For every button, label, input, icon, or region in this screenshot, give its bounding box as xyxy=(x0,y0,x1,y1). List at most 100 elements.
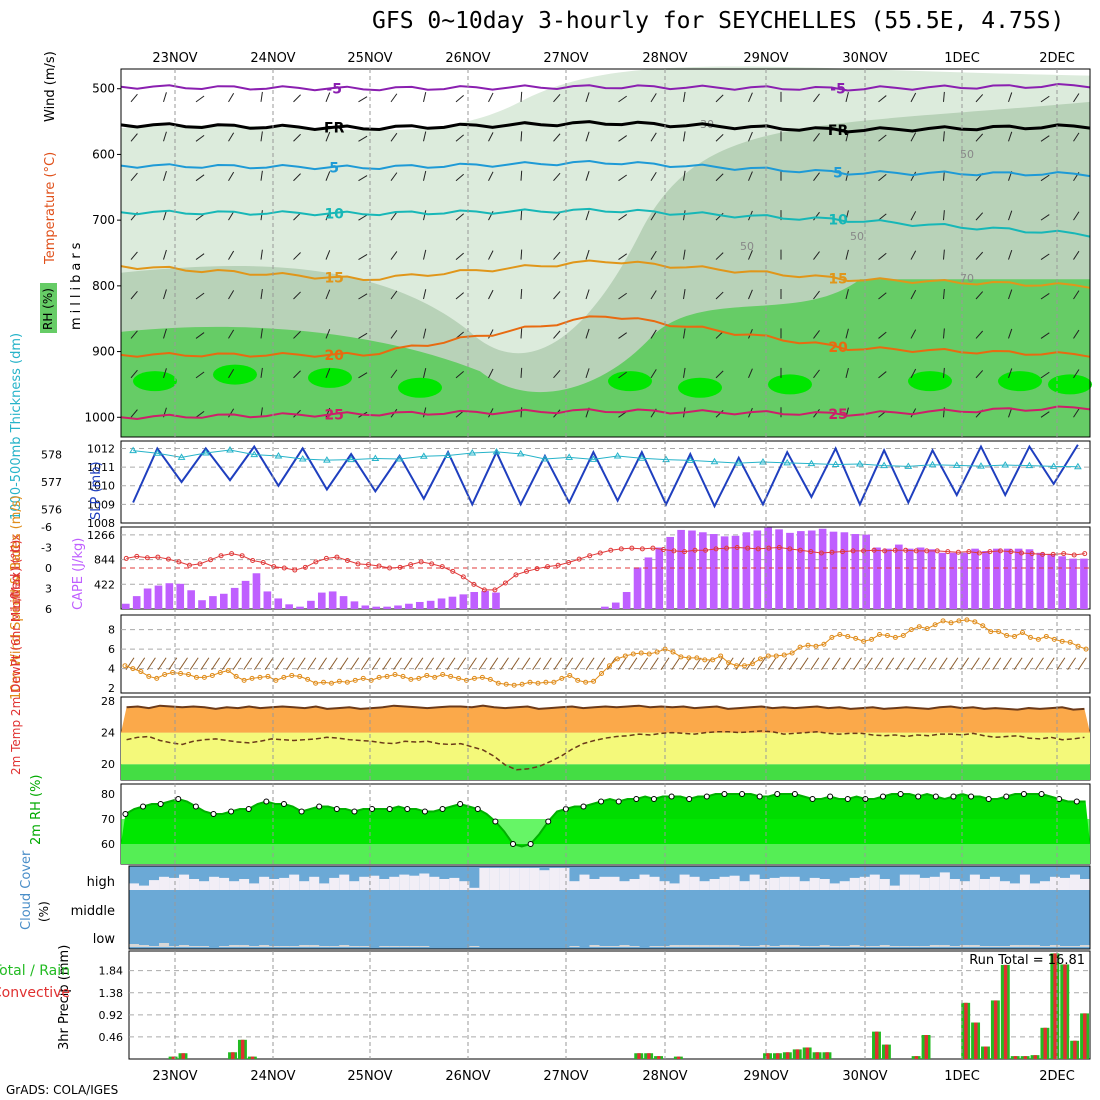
wind10-marker xyxy=(622,653,628,659)
cloud-high-cell xyxy=(809,877,820,890)
isotherm-line xyxy=(120,207,1091,238)
cloud-high-cell xyxy=(799,881,810,890)
cloud-high-cell xyxy=(339,874,350,890)
slp-tick-label: 1008 xyxy=(87,517,115,530)
cloud-low-cell xyxy=(849,945,860,947)
li-marker xyxy=(808,549,814,555)
li-marker xyxy=(818,550,824,556)
li-marker xyxy=(671,548,677,554)
wind10-barb xyxy=(842,657,852,671)
wind-barb xyxy=(520,210,523,221)
cape-bar xyxy=(677,529,685,609)
li-marker xyxy=(460,574,466,580)
wind10-barb xyxy=(810,657,820,671)
rh-core-blob xyxy=(908,371,952,392)
precip-tick-label: 0.46 xyxy=(99,1031,124,1044)
isotherm-line xyxy=(120,82,1091,92)
cape-bar xyxy=(742,532,751,609)
isotherm-label: 15 xyxy=(324,271,343,287)
wind-barb xyxy=(195,213,205,221)
thickness-marker xyxy=(710,457,719,465)
wind-barb xyxy=(293,291,301,300)
li-marker xyxy=(534,566,540,572)
wind10-marker xyxy=(186,671,192,677)
wind10-marker xyxy=(289,672,295,678)
wind-barb xyxy=(488,329,494,339)
wind-barb xyxy=(1073,211,1080,221)
cloud-high-cell xyxy=(189,879,200,890)
wind-barb xyxy=(520,91,523,102)
wind-barb xyxy=(488,171,494,181)
wind10-marker xyxy=(900,632,906,638)
cloud-low-cell xyxy=(219,946,230,947)
wind-barb xyxy=(683,131,686,142)
wind-barb xyxy=(553,291,561,300)
rh2-axis-label: 2m RH (%) xyxy=(29,774,44,845)
wind-barb xyxy=(488,250,494,260)
cloud-high-cell xyxy=(359,876,370,890)
precip-bar-convective xyxy=(181,1053,185,1059)
wind10-marker xyxy=(297,673,303,679)
wind-barb xyxy=(943,328,945,339)
li-marker xyxy=(197,561,203,567)
wind10-marker xyxy=(368,677,374,683)
wind-barb xyxy=(390,369,398,379)
wind-barb xyxy=(683,170,686,181)
rh-legend-swatch xyxy=(40,283,57,333)
cape-bar xyxy=(720,536,729,609)
cloud-low-cell xyxy=(389,946,400,947)
wind-barb xyxy=(715,173,724,182)
cloud-high-cell xyxy=(379,879,390,890)
wind-barb xyxy=(358,372,368,379)
wind-barb xyxy=(423,368,427,378)
wind10-barb xyxy=(393,657,402,671)
wind-barb xyxy=(130,409,138,418)
wind10-marker xyxy=(718,653,724,659)
cloud-high-cell xyxy=(609,876,620,890)
thickness-marker xyxy=(468,449,477,456)
wind10-marker xyxy=(1043,633,1049,639)
rh-legend-label: RH (%) xyxy=(41,288,55,330)
rh2-marker xyxy=(175,796,182,802)
cloud-low-cell xyxy=(309,945,320,947)
wind10-barb xyxy=(467,657,477,671)
wind10-marker xyxy=(209,672,215,678)
rh2-marker xyxy=(474,806,481,812)
cloud-high-cell xyxy=(1079,879,1090,890)
wind-barb xyxy=(358,214,368,221)
wind10-marker xyxy=(424,672,430,678)
wind10-marker xyxy=(313,680,319,686)
cloud-high-cell xyxy=(479,868,490,890)
li-marker xyxy=(481,587,487,593)
li-marker xyxy=(787,546,793,552)
cloud-level-high: high xyxy=(87,875,115,890)
wind-barb xyxy=(228,132,235,142)
cloud-high-cell xyxy=(1049,876,1060,890)
cape-bar xyxy=(601,606,609,609)
li-marker xyxy=(1040,551,1046,557)
wind-barb xyxy=(813,132,820,142)
isotherm-line xyxy=(120,120,1091,134)
thickness-marker xyxy=(1074,462,1082,470)
cloud-low-cell xyxy=(969,945,980,947)
precip-bar-convective xyxy=(924,1035,929,1059)
wind-barb xyxy=(228,211,235,221)
precip-bar-convective xyxy=(1003,964,1008,1059)
wind-barb xyxy=(520,367,523,378)
isotherm-line xyxy=(120,159,1091,178)
cape-bar xyxy=(895,544,903,609)
wind-barb xyxy=(260,249,263,260)
li-marker xyxy=(186,562,192,568)
cloud-high-cell xyxy=(719,876,730,890)
thickness-marker xyxy=(201,449,210,456)
cloud-low-cell xyxy=(169,946,180,947)
li-marker xyxy=(955,549,961,555)
cloud-low-cell xyxy=(329,946,340,947)
wind10-barb xyxy=(895,657,905,671)
cloud-low-cell xyxy=(269,946,280,947)
wind10-barb xyxy=(788,657,798,671)
thickness-marker xyxy=(1025,461,1034,469)
pressure-tick-label: 1000 xyxy=(84,410,115,424)
wind10-marker xyxy=(948,620,954,626)
date-label-bottom: 30NOV xyxy=(842,1069,887,1084)
